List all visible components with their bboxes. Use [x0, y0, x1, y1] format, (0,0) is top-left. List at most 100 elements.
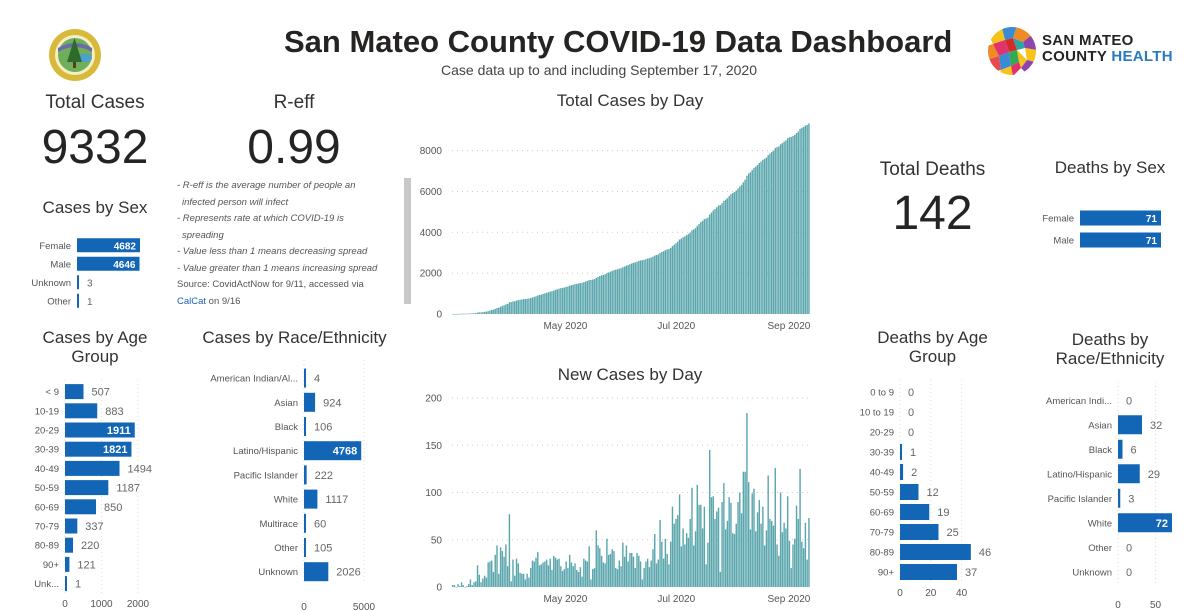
bar: [602, 274, 605, 314]
total-deaths-label: Total Deaths: [879, 159, 986, 180]
bar: [620, 566, 622, 587]
bar: [677, 241, 679, 314]
category-label: Asian: [274, 398, 298, 409]
bar: [771, 152, 773, 314]
category-label: 70-79: [870, 528, 894, 539]
bar: [657, 559, 660, 587]
bar: [808, 123, 810, 314]
bar: [721, 203, 723, 314]
bar: [778, 555, 780, 587]
bar: [737, 501, 739, 587]
bar: [668, 564, 670, 587]
bar: [459, 313, 461, 315]
bar: [795, 505, 798, 587]
bar: [593, 279, 596, 314]
category-label: White: [1088, 518, 1112, 529]
bar: [685, 533, 688, 587]
bar: [781, 532, 784, 587]
bar: [554, 289, 557, 314]
bar: [666, 553, 668, 587]
y-tick-label: 150: [425, 441, 442, 452]
x-tick-label: 0: [301, 602, 307, 611]
category-label: White: [274, 495, 298, 506]
bar: [746, 175, 748, 314]
bar: [801, 127, 803, 314]
x-tick-label: 20: [925, 588, 937, 599]
bar: [758, 162, 761, 314]
category-label: Latino/Hispanic: [1047, 469, 1112, 480]
data-label: 4646: [113, 260, 136, 271]
bar: [607, 272, 610, 314]
bar: [542, 562, 544, 587]
bar: [514, 301, 516, 314]
bar: [480, 312, 482, 314]
bar: [535, 557, 537, 587]
bar: [473, 582, 475, 587]
reff-label: R-eff: [273, 92, 315, 113]
logo-line-2-health: HEALTH: [1111, 48, 1173, 65]
bar: [763, 158, 766, 314]
bar: [733, 534, 736, 587]
x-tick-label: 5000: [353, 602, 376, 611]
bar: [643, 568, 645, 587]
bar: [65, 518, 78, 534]
bar: [517, 300, 519, 314]
bar: [760, 161, 762, 314]
bar: [494, 308, 496, 314]
bar: [584, 281, 587, 314]
deaths-by-age-title: Deaths by Age Group: [845, 328, 1020, 366]
bar: [304, 441, 362, 461]
bar: [645, 561, 647, 587]
bar: [1118, 513, 1172, 533]
bar: [669, 541, 672, 587]
bar: [466, 586, 468, 587]
bar: [561, 570, 564, 587]
bar: [627, 561, 629, 587]
bar: [462, 585, 465, 587]
bar: [623, 556, 626, 587]
bar: [707, 542, 709, 587]
bar: [684, 544, 686, 587]
bar: [749, 529, 752, 587]
bar: [646, 258, 649, 314]
bar: [508, 514, 511, 587]
bar: [760, 523, 762, 587]
bar: [779, 144, 782, 314]
bar: [1118, 488, 1121, 508]
reff-notes-scrollbar[interactable]: [404, 178, 411, 304]
category-label: Pacific Islander: [1048, 494, 1112, 505]
y-tick-label: 2000: [420, 269, 443, 280]
bar: [797, 131, 800, 314]
category-label: 40-49: [870, 468, 894, 479]
bar: [691, 487, 693, 587]
bar: [631, 552, 633, 587]
bar: [765, 530, 768, 587]
bar: [581, 282, 583, 314]
data-label: 6: [1131, 444, 1137, 456]
data-label: 2: [911, 467, 917, 479]
bar: [618, 560, 621, 587]
bar: [639, 561, 642, 587]
bar: [586, 280, 589, 314]
bar: [304, 513, 306, 533]
health-logo-text: SAN MATEO COUNTY HEALTH: [1042, 33, 1173, 65]
bar: [501, 551, 504, 587]
bar: [599, 548, 601, 587]
category-label: 90+: [43, 560, 60, 571]
bar: [669, 247, 672, 314]
bar: [636, 552, 638, 587]
bar: [542, 293, 544, 314]
bar: [522, 299, 525, 314]
bar: [65, 384, 84, 400]
bar: [740, 184, 743, 314]
bar: [480, 582, 482, 587]
bar: [604, 563, 606, 587]
category-label: 0 to 9: [870, 388, 894, 399]
calcat-link[interactable]: CalCat: [177, 295, 207, 307]
data-label: 32: [1150, 420, 1162, 432]
bar: [698, 224, 700, 314]
bar: [788, 540, 791, 587]
bar: [524, 299, 527, 314]
bar: [467, 313, 470, 315]
bar: [733, 191, 736, 314]
